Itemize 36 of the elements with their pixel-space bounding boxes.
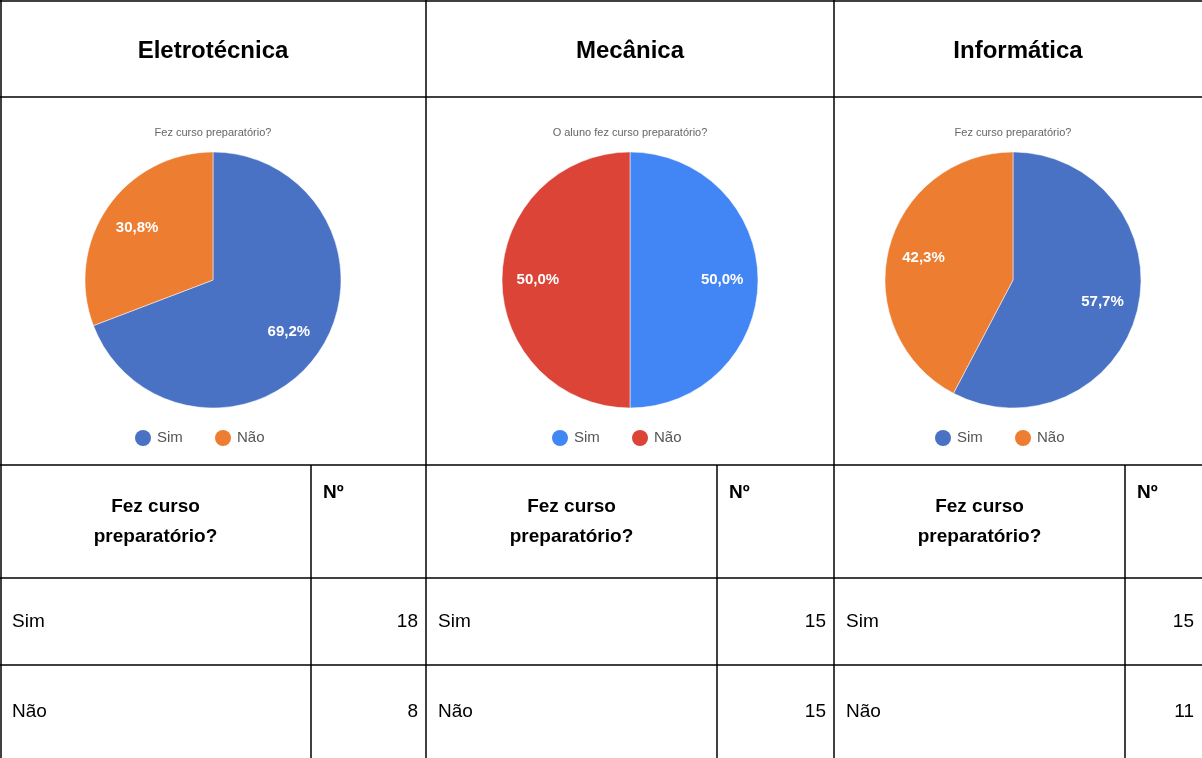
text: Nº (729, 481, 750, 502)
legend-label: Não (237, 427, 265, 445)
text: Fez curso preparatório? (917, 495, 1042, 546)
chart-title: Eletrotécnica (137, 36, 290, 63)
data-label: 30,8% (115, 217, 159, 235)
data-label: 69,2% (267, 322, 311, 340)
chart-subtitle: O aluno fez curso preparatório? (552, 126, 708, 138)
text: 8 (407, 699, 418, 721)
data-label: 57,7% (1081, 292, 1124, 310)
data-label: 50,0% (700, 269, 744, 287)
text: 15 (804, 609, 826, 631)
text: Sim (12, 609, 45, 631)
text: 15 (1172, 609, 1194, 631)
text: Fez curso preparatório? (509, 495, 634, 546)
text: Não (438, 699, 473, 721)
chart-subtitle: Fez curso preparatório? (954, 126, 1072, 138)
legend-label: Sim (574, 427, 600, 445)
chart-subtitle: Fez curso preparatório? (154, 126, 272, 138)
chart-title: Informática (953, 36, 1084, 63)
text: Nº (323, 481, 344, 502)
text: Sim (438, 609, 471, 631)
text: Sim (846, 609, 879, 631)
chart-title: Mecânica (575, 36, 685, 63)
text: Fez curso preparatório? (93, 495, 218, 546)
text: 11 (1174, 699, 1194, 721)
text: Não (12, 699, 47, 721)
data-label: 42,3% (902, 247, 945, 265)
text: Nº (1137, 481, 1158, 502)
text: 15 (804, 699, 826, 721)
legend-label: Não (1037, 427, 1065, 445)
data-label: 50,0% (516, 269, 560, 287)
legend-label: Não (654, 427, 682, 445)
legend-label: Sim (957, 427, 983, 445)
text: Não (846, 699, 881, 721)
legend-label: Sim (157, 427, 183, 445)
text: 18 (396, 609, 418, 631)
